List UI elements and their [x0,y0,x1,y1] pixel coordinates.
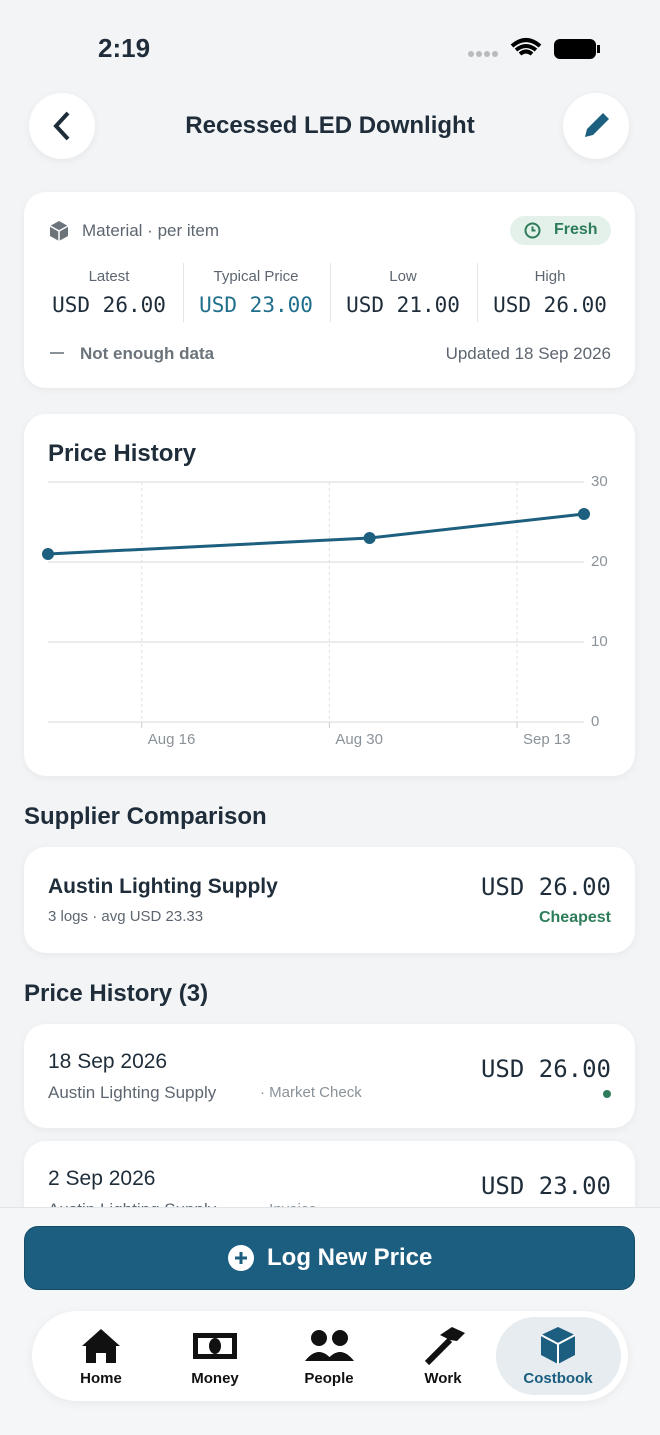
y-tick-label: 10 [591,633,608,650]
history-price: USD 23.00 [480,1172,611,1200]
tab-label: Money [191,1370,239,1387]
supplier-sub: 3 logs · avg USD 23.33 [48,908,204,925]
stat-label: Low [389,268,417,285]
cube-icon [49,221,69,241]
stat-divider [183,263,184,322]
history-date: 18 Sep 2026 [48,1050,168,1073]
updated-text: Updated 18 Sep 2026 [445,344,611,363]
chart-title: Price History [48,440,197,467]
dash-icon [50,352,64,354]
x-tick-label: Aug 30 [335,731,383,748]
section-title: Supplier Comparison [24,803,267,830]
data-note: Not enough data [80,344,215,363]
badge-text: Fresh [554,221,598,238]
tab-bar: Home Money People Work Costbook [32,1311,628,1401]
status-time: 2:19 [98,33,151,63]
item-kind: Material · per item [82,221,219,240]
history-source: · Market Check [260,1084,362,1101]
y-tick-label: 20 [591,553,608,570]
stat-label: Typical Price [213,268,299,285]
stat-value: USD 21.00 [346,293,460,317]
point [42,548,54,560]
tab-icons [82,1327,576,1366]
line [47,512,585,556]
tab-label: Home [80,1370,122,1387]
y-tick-label: 30 [591,473,608,490]
point [363,532,376,544]
history-date: 2 Sep 2026 [48,1167,156,1190]
edit-button[interactable] [563,93,629,159]
log-price-button[interactable]: Log New Price [24,1226,635,1290]
history-card[interactable]: 18 Sep 2026 Austin Lighting Supply · Mar… [24,1024,635,1128]
supplier-price: USD 26.00 [480,873,611,901]
chart: 0 10 20 30 Aug 16 Aug 30 Sep 13 [42,473,608,748]
tab-label: Costbook [523,1370,593,1387]
bottom-panel: Log New Price Home Money People Work Costboo… [0,1207,660,1435]
point [578,508,590,520]
supplier-tag: Cheapest [538,909,611,926]
stat-label: High [534,268,566,285]
stat-value: USD 26.00 [52,293,166,317]
back-button[interactable] [29,93,95,159]
chart-card: Price History 0 10 20 30 Aug 16 Aug 30 Sep 13 [24,414,635,776]
y-tick-label: 0 [591,713,599,730]
stat-label: Latest [88,268,130,285]
stat-divider [330,263,331,322]
stat-value: USD 26.00 [493,293,607,317]
status-dot [603,1090,611,1098]
x-tick-label: Sep 13 [523,731,571,748]
history-supplier: Austin Lighting Supply [48,1083,217,1102]
status-icons [468,38,600,59]
tab-label: Work [424,1370,462,1387]
supplier-name: Austin Lighting Supply [48,875,278,898]
history-price: USD 26.00 [480,1055,611,1083]
stat-divider [477,263,478,322]
section-title: Price History (3) [24,980,209,1007]
summary-card: Material · per item Fresh Latest USD 26.0… [24,192,635,388]
stat-value: USD 23.00 [199,293,313,317]
fresh-badge: Fresh [510,216,611,245]
x-tick-label: Aug 16 [148,731,196,748]
page-title: Recessed LED Downlight [185,112,475,139]
supplier-card[interactable]: Austin Lighting Supply 3 logs · avg USD … [24,847,635,953]
button-label: Log New Price [267,1244,433,1271]
tab-label: People [304,1370,354,1387]
